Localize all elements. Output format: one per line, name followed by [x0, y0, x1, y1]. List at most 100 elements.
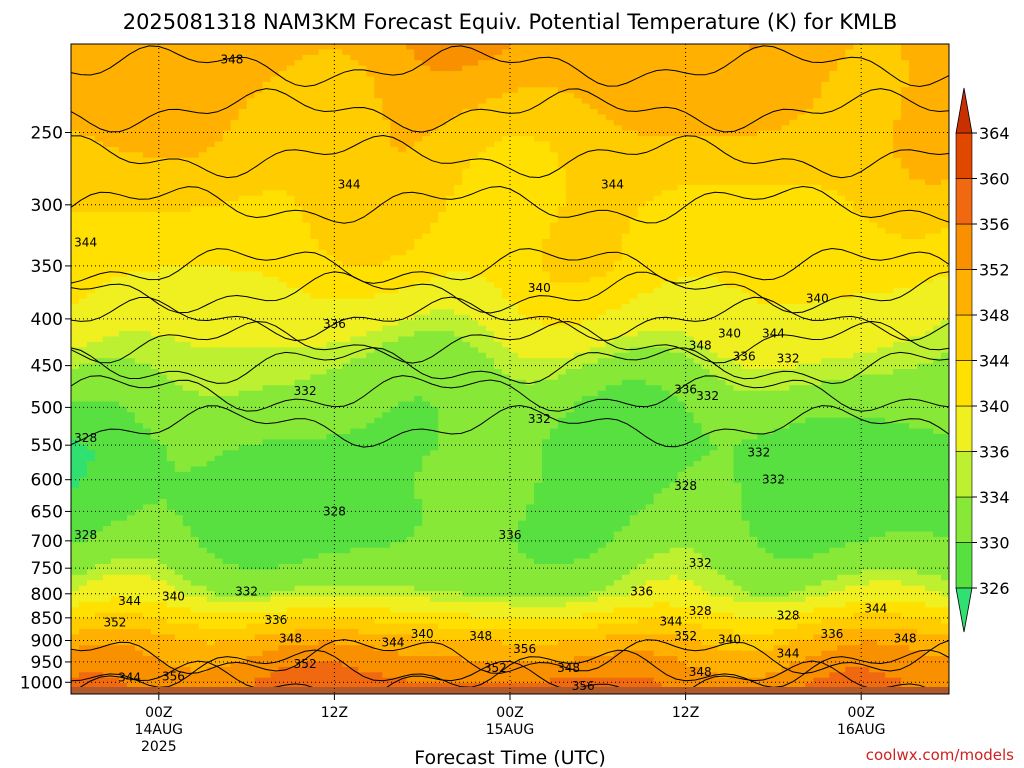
heatmap-cell — [565, 92, 575, 99]
heatmap-cell — [86, 233, 96, 240]
heatmap-cell — [837, 60, 846, 67]
heatmap-cell — [749, 92, 759, 99]
heatmap-cell — [861, 271, 870, 278]
heatmap-cell — [909, 271, 918, 278]
heatmap-cell — [78, 190, 88, 197]
heatmap-cell — [398, 146, 407, 153]
heatmap-cell — [486, 146, 495, 153]
heatmap-cell — [885, 260, 894, 267]
heatmap-cell — [789, 249, 798, 256]
heatmap-cell — [709, 60, 719, 67]
heatmap-cell — [597, 65, 607, 72]
heatmap-cell — [733, 152, 743, 159]
heatmap-cell — [845, 163, 854, 170]
heatmap-cell — [717, 179, 727, 186]
heatmap-cell — [342, 244, 351, 251]
heatmap-cell — [262, 249, 272, 256]
heatmap-cell — [182, 255, 192, 262]
heatmap-cell — [925, 168, 934, 175]
heatmap-cell — [382, 249, 391, 256]
heatmap-cell — [917, 44, 926, 51]
heatmap-cell — [533, 81, 543, 88]
heatmap-cell — [517, 60, 527, 67]
heatmap-cell — [430, 98, 439, 105]
heatmap-cell — [398, 276, 407, 283]
heatmap-cell — [909, 255, 918, 262]
heatmap-cell — [789, 228, 798, 235]
heatmap-cell — [789, 222, 798, 229]
heatmap-cell — [71, 71, 80, 78]
heatmap-cell — [893, 60, 902, 67]
heatmap-cell — [573, 109, 583, 116]
heatmap-cell — [653, 282, 663, 289]
heatmap-cell — [573, 255, 583, 262]
heatmap-cell — [533, 76, 543, 83]
heatmap-cell — [781, 119, 790, 126]
heatmap-cell — [813, 282, 822, 289]
heatmap-cell — [294, 92, 304, 99]
heatmap-cell — [246, 130, 256, 137]
heatmap-cell — [581, 222, 591, 229]
heatmap-cell — [446, 249, 455, 256]
heatmap-cell — [302, 217, 312, 224]
heatmap-cell — [909, 184, 918, 191]
heatmap-cell — [813, 260, 822, 267]
heatmap-cell — [869, 163, 878, 170]
heatmap-cell — [142, 157, 152, 164]
heatmap-cell — [909, 49, 918, 56]
heatmap-cell — [246, 60, 256, 67]
heatmap-cell — [573, 184, 583, 191]
heatmap-cell — [893, 206, 902, 213]
heatmap-cell — [637, 76, 647, 83]
heatmap-cell — [733, 195, 743, 202]
heatmap-cell — [310, 71, 320, 78]
heatmap-cell — [573, 60, 583, 67]
heatmap-cell — [885, 228, 894, 235]
heatmap-cell — [398, 119, 407, 126]
heatmap-cell — [294, 141, 304, 148]
heatmap-cell — [717, 260, 727, 267]
heatmap-cell — [725, 190, 735, 197]
heatmap-cell — [71, 49, 80, 56]
heatmap-cell — [486, 255, 495, 262]
heatmap-cell — [174, 141, 184, 148]
heatmap-cell — [893, 146, 902, 153]
heatmap-cell — [334, 109, 343, 116]
heatmap-cell — [637, 71, 647, 78]
heatmap-cell — [941, 184, 949, 191]
heatmap-cell — [629, 87, 639, 94]
heatmap-cell — [246, 271, 256, 278]
heatmap-cell — [733, 184, 743, 191]
heatmap-cell — [925, 217, 934, 224]
heatmap-cell — [925, 190, 934, 197]
heatmap-cell — [789, 65, 798, 72]
heatmap-cell — [917, 190, 926, 197]
heatmap-cell — [709, 239, 719, 246]
heatmap-cell — [254, 157, 264, 164]
heatmap-cell — [541, 201, 551, 208]
heatmap-cell — [110, 141, 120, 148]
heatmap-cell — [222, 119, 232, 126]
heatmap-cell — [230, 244, 240, 251]
heatmap-cell — [805, 233, 814, 240]
heatmap-cell — [725, 233, 735, 240]
heatmap-cell — [653, 109, 663, 116]
heatmap-cell — [653, 98, 663, 105]
heatmap-cell — [142, 249, 152, 256]
heatmap-cell — [605, 184, 615, 191]
heatmap-cell — [374, 195, 383, 202]
heatmap-cell — [573, 76, 583, 83]
heatmap-cell — [925, 249, 934, 256]
heatmap-cell — [661, 195, 671, 202]
heatmap-cell — [310, 163, 320, 170]
heatmap-cell — [525, 163, 535, 170]
heatmap-cell — [294, 244, 304, 251]
heatmap-cell — [270, 152, 280, 159]
heatmap-cell — [478, 249, 487, 256]
heatmap-cell — [637, 195, 647, 202]
heatmap-cell — [478, 130, 487, 137]
heatmap-cell — [102, 54, 112, 61]
heatmap-cell — [685, 271, 695, 278]
heatmap-cell — [350, 81, 359, 88]
heatmap-cell — [494, 136, 503, 143]
